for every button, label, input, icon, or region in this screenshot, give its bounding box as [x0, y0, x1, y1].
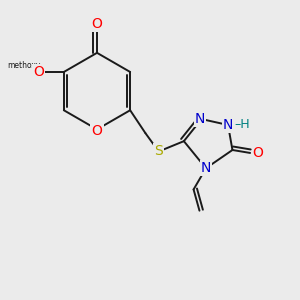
Text: S: S	[154, 145, 163, 158]
Text: –H: –H	[234, 118, 250, 131]
Text: N: N	[195, 112, 205, 126]
Text: N: N	[223, 118, 233, 132]
Text: O: O	[92, 124, 102, 138]
Text: O: O	[253, 146, 263, 160]
Text: O: O	[33, 65, 44, 79]
Text: N: N	[201, 161, 211, 175]
Text: O: O	[92, 17, 102, 31]
Text: methoxy: methoxy	[7, 61, 40, 70]
